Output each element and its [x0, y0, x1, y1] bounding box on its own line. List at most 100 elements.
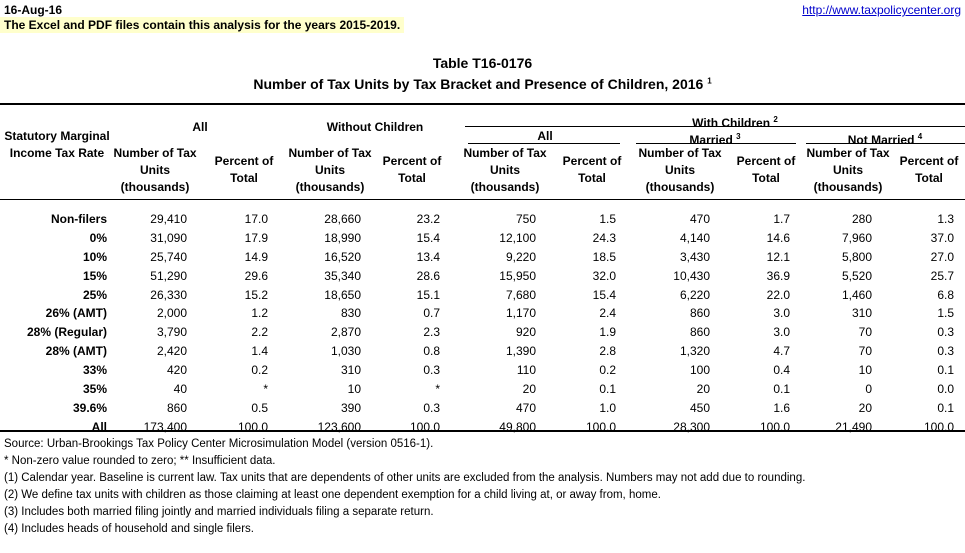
units-cell: 7,680	[505, 287, 536, 302]
percent-cell: 15.1	[416, 287, 440, 302]
percent-cell: 13.4	[416, 249, 440, 264]
units-cell: 860	[166, 400, 187, 415]
units-column-header: Number of Tax Units (thousands)	[113, 146, 197, 194]
percent-cell: 0.3	[423, 363, 440, 378]
units-cell: 21,490	[835, 419, 872, 434]
not-married-rule	[806, 143, 965, 144]
footnote-line: (3) Includes both married filing jointly…	[4, 506, 434, 518]
units-cell: 49,800	[499, 419, 536, 434]
percent-cell: 0.2	[251, 363, 268, 378]
units-cell: 5,520	[841, 268, 872, 283]
percent-cell: 25.7	[930, 268, 954, 283]
table-row: 25% 26,330 15.2 18,650 15.1 7,680 15.4 6,220 22.…	[0, 288, 965, 307]
percent-cell: 36.9	[766, 268, 790, 283]
units-cell: 40	[173, 382, 187, 397]
percent-cell: *	[435, 382, 440, 397]
units-cell: 20	[522, 382, 536, 397]
units-cell: 10,430	[673, 268, 710, 283]
percent-cell: 1.5	[937, 306, 954, 321]
table-row: 26% (AMT) 2,000 1.2 830 0.7 1,170 2.4 860 3.0 310…	[0, 306, 965, 325]
group-with-children: With Children 2	[620, 111, 850, 132]
percent-cell: 2.8	[599, 344, 616, 359]
subgroup-all: All	[537, 129, 553, 143]
units-column-header: Number of Tax Units (thousands)	[806, 146, 890, 194]
units-cell: 750	[515, 212, 536, 226]
percent-cell: 17.9	[244, 230, 268, 245]
group-all: All	[192, 120, 208, 134]
units-cell: 7,960	[841, 230, 872, 245]
percent-cell: 1.7	[773, 212, 790, 226]
units-cell: 15,950	[499, 268, 536, 283]
percent-cell: 1.4	[251, 344, 268, 359]
percent-cell: 0.1	[773, 382, 790, 397]
percent-cell: 0.3	[423, 400, 440, 415]
with-children-label: With Children	[692, 116, 771, 130]
percent-cell: 0.5	[251, 400, 268, 415]
percent-cell: 27.0	[930, 249, 954, 264]
row-label: 15%	[82, 268, 107, 283]
units-cell: 9,220	[505, 249, 536, 264]
percent-cell: 1.6	[773, 400, 790, 415]
percent-cell: 0.4	[773, 363, 790, 378]
percent-column-header: Percent of Total	[562, 154, 622, 185]
percent-cell: 6.8	[937, 287, 954, 302]
percent-cell: 1.5	[599, 212, 616, 226]
units-cell: 860	[689, 325, 710, 340]
units-cell: 3,430	[679, 249, 710, 264]
table-row: 15% 51,290 29.6 35,340 28.6 15,950 32.0 10,430 3…	[0, 269, 965, 288]
units-cell: 1,460	[841, 287, 872, 302]
footnote-ref: 1	[707, 76, 712, 86]
percent-cell: 17.0	[244, 212, 268, 226]
units-cell: 310	[340, 363, 361, 378]
percent-cell: 0.7	[423, 306, 440, 321]
percent-cell: 2.4	[599, 306, 616, 321]
tpc-link[interactable]: http://www.taxpolicycenter.org	[802, 3, 961, 17]
table-title-text: Number of Tax Units by Tax Bracket and P…	[253, 76, 704, 92]
highlight-note: The Excel and PDF files contain this ana…	[0, 17, 405, 33]
percent-cell: 100.0	[409, 419, 440, 434]
units-cell: 830	[340, 306, 361, 321]
percent-column-header: Percent of Total	[214, 154, 274, 185]
footnote-line: (2) We define tax units with children as…	[4, 489, 661, 501]
units-cell: 470	[689, 212, 710, 226]
footnote-line: * Non-zero value rounded to zero; ** Ins…	[4, 455, 276, 467]
units-cell: 420	[166, 363, 187, 378]
row-label: 10%	[82, 249, 107, 264]
units-cell: 4,140	[679, 230, 710, 245]
percent-cell: 14.9	[244, 249, 268, 264]
units-cell: 20	[696, 382, 710, 397]
table-row: 33% 420 0.2 310 0.3 110 0.2 100 0.4 10 0.1	[0, 363, 965, 382]
footnote-ref: 4	[917, 132, 923, 141]
percent-cell: 4.7	[773, 344, 790, 359]
percent-column-header: Percent of Total	[382, 154, 442, 185]
units-cell: 173,400	[143, 419, 187, 434]
percent-cell: 0.2	[599, 363, 616, 378]
units-cell: 920	[515, 325, 536, 340]
footnote-line: Source: Urban-Brookings Tax Policy Cente…	[4, 438, 434, 450]
percent-column-header: Percent of Total	[736, 154, 796, 185]
subgroup-not-married: Not Married 4	[805, 128, 965, 149]
units-cell: 310	[851, 306, 872, 321]
units-cell: 2,000	[156, 306, 187, 321]
percent-cell: 32.0	[592, 268, 616, 283]
units-cell: 6,220	[679, 287, 710, 302]
table-id: Table T16-0176	[432, 55, 533, 71]
table-row: 35% 40 * 10 * 20 0.1 20 0.1 0 0.0	[0, 382, 965, 401]
units-cell: 12,100	[499, 230, 536, 245]
units-column-header: Number of Tax Units (thousands)	[288, 146, 372, 194]
percent-cell: 37.0	[930, 230, 954, 245]
units-cell: 18,650	[324, 287, 361, 302]
header-bottom-rule	[0, 199, 965, 200]
header-top-rule	[0, 103, 965, 105]
units-cell: 1,320	[679, 344, 710, 359]
units-cell: 70	[858, 325, 872, 340]
units-cell: 390	[340, 400, 361, 415]
data-table: Non-filers 29,410 17.0 28,660 23.2 750 1.5 470 1…	[0, 212, 965, 439]
percent-cell: 3.0	[773, 306, 790, 321]
units-cell: 10	[858, 363, 872, 378]
units-cell: 1,390	[505, 344, 536, 359]
percent-cell: 12.1	[766, 249, 790, 264]
percent-cell: 1.0	[599, 400, 616, 415]
percent-cell: 0.3	[937, 325, 954, 340]
percent-cell: 24.3	[592, 230, 616, 245]
